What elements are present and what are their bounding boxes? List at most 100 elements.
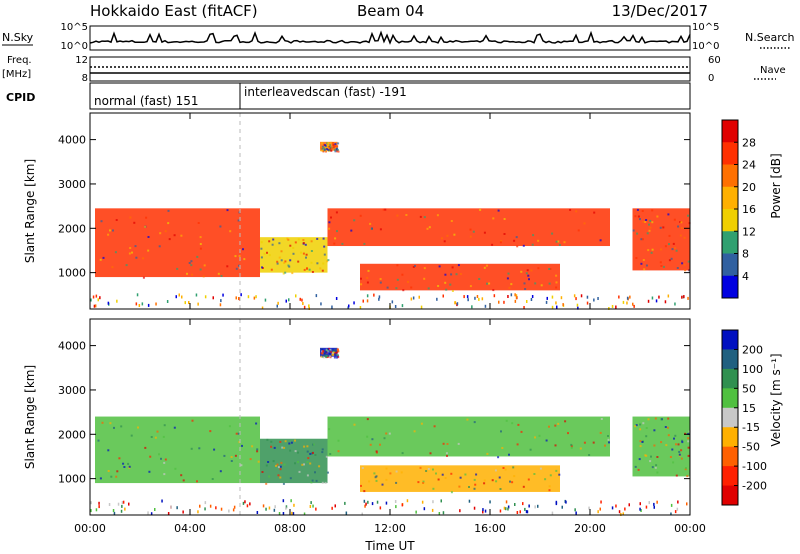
power-colorbar-label-1: 24 bbox=[742, 159, 756, 172]
nave-label: Nave bbox=[760, 65, 786, 76]
power-colorbar-label-6: 4 bbox=[742, 270, 749, 283]
power-echo-region-4 bbox=[360, 263, 560, 292]
freq-strip: 12 8 60 0 Freq. [MHz] Nave bbox=[2, 55, 786, 84]
velocity-colorbar-segment-6 bbox=[722, 427, 738, 448]
x-axis-label: Time UT bbox=[364, 539, 415, 553]
nsky-strip: 10^5 10^0 10^5 10^0 N.Sky N.Search bbox=[2, 22, 795, 52]
power-colorbar-label-0: 28 bbox=[742, 136, 756, 149]
x-tick-label-6: 00:00 bbox=[674, 522, 706, 535]
power-colorbar-label-2: 20 bbox=[742, 181, 756, 194]
power-colorbar-segment-8 bbox=[722, 275, 738, 299]
velocity-y-tick-label-2000: 2000 bbox=[58, 428, 86, 441]
freq-unit-label: [MHz] bbox=[2, 69, 31, 80]
power-colorbar-label-4: 12 bbox=[742, 225, 756, 238]
x-tick-label-4: 16:00 bbox=[474, 522, 506, 535]
velocity-echo-region-4 bbox=[360, 465, 561, 494]
power-y-axis: 1000 2000 3000 4000 bbox=[58, 134, 690, 280]
velocity-echo-layer bbox=[90, 347, 691, 516]
velocity-y-tick-label-4000: 4000 bbox=[58, 340, 86, 353]
velocity-x-axis: 00:00 04:00 08:00 12:00 16:00 20:00 00:00 bbox=[74, 319, 706, 535]
power-y-tick-label-1000: 1000 bbox=[58, 267, 86, 280]
power-echo-region-1 bbox=[95, 208, 260, 279]
velocity-colorbar-label-7: -200 bbox=[742, 480, 767, 493]
cpid-strip: CPID normal (fast) 151 interleavedscan (… bbox=[6, 82, 691, 110]
power-panel: 1000 2000 3000 4000 Slant Range [km] 28 24 20… bbox=[23, 112, 783, 310]
power-y-tick-label-4000: 4000 bbox=[58, 134, 86, 147]
velocity-colorbar-segment-8 bbox=[722, 466, 738, 487]
freq-frame bbox=[89, 56, 691, 82]
velocity-y-tick-label-3000: 3000 bbox=[58, 384, 86, 397]
velocity-colorbar-label-2: 50 bbox=[742, 382, 756, 395]
power-echo-region-6 bbox=[632, 208, 691, 272]
velocity-panel: 1000 2000 3000 4000 00:00 04:00 08:00 12:00 16:… bbox=[23, 318, 783, 553]
velocity-echo-region-3 bbox=[327, 416, 610, 459]
velocity-colorbar-segment-4 bbox=[722, 388, 738, 409]
date-label: 13/Dec/2017 bbox=[612, 2, 708, 20]
nave-tick-bottom: 0 bbox=[708, 73, 714, 84]
power-colorbar-segment-3 bbox=[722, 164, 738, 188]
velocity-near-range-scatter bbox=[90, 499, 688, 516]
power-echo-region-2 bbox=[260, 237, 330, 275]
x-tick-label-5: 20:00 bbox=[574, 522, 606, 535]
x-tick-label-1: 04:00 bbox=[174, 522, 206, 535]
cpid-frame bbox=[89, 82, 691, 110]
velocity-y-label: Slant Range [km] bbox=[23, 365, 37, 469]
velocity-colorbar-label-5: -50 bbox=[742, 441, 760, 454]
power-colorbar-segment-4 bbox=[722, 186, 738, 210]
power-colorbar-segment-2 bbox=[722, 142, 738, 165]
nsearch-tick-top: 10^5 bbox=[692, 22, 719, 33]
power-echo-region-3 bbox=[327, 208, 610, 248]
velocity-colorbar-segment-5 bbox=[722, 407, 738, 428]
velocity-colorbar-segment-7 bbox=[722, 446, 738, 467]
x-tick-label-0: 00:00 bbox=[74, 522, 106, 535]
velocity-echo-region-5 bbox=[320, 347, 340, 359]
cpid-segment-1: normal (fast) 151 bbox=[94, 94, 198, 108]
nave-tick-top: 60 bbox=[708, 55, 721, 66]
velocity-echo-region-2 bbox=[260, 438, 329, 485]
power-y-tick-label-2000: 2000 bbox=[58, 222, 86, 235]
velocity-colorbar-label-4: -15 bbox=[742, 421, 760, 434]
freq-label: Freq. bbox=[7, 55, 32, 66]
power-colorbar-segment-6 bbox=[722, 231, 738, 254]
x-tick-label-2: 08:00 bbox=[274, 522, 306, 535]
freq-tick-bottom: 8 bbox=[82, 73, 88, 84]
nsky-trace bbox=[89, 30, 691, 45]
power-colorbar-label-5: 8 bbox=[742, 248, 749, 261]
velocity-colorbar: 200 100 50 15 -15 -50 -100 -200 bbox=[721, 329, 767, 506]
power-y-tick-label-3000: 3000 bbox=[58, 178, 86, 191]
power-echo-layer bbox=[90, 141, 691, 310]
velocity-colorbar-frame bbox=[721, 329, 739, 506]
velocity-echo-region-6 bbox=[632, 416, 691, 478]
power-colorbar-segment-7 bbox=[722, 253, 738, 277]
velocity-colorbar-label-1: 100 bbox=[742, 363, 763, 376]
x-tick-label-3: 12:00 bbox=[374, 522, 406, 535]
power-colorbar-label-3: 16 bbox=[742, 203, 756, 216]
cpid-segment-2: interleavedscan (fast) -191 bbox=[244, 85, 407, 99]
velocity-colorbar-label-0: 200 bbox=[742, 343, 763, 356]
velocity-colorbar-label-6: -100 bbox=[742, 460, 767, 473]
beam-label: Beam 04 bbox=[357, 2, 424, 20]
power-colorbar: 28 24 20 16 12 8 4 bbox=[721, 119, 756, 299]
station-title: Hokkaido East (fitACF) bbox=[90, 2, 258, 20]
power-x-ticks bbox=[89, 113, 691, 309]
velocity-echo-region-1 bbox=[95, 416, 260, 484]
velocity-y-tick-label-1000: 1000 bbox=[58, 473, 86, 486]
velocity-colorbar-segment-9 bbox=[722, 485, 738, 506]
cpid-label: CPID bbox=[6, 91, 35, 104]
power-colorbar-segment-5 bbox=[722, 209, 738, 232]
power-colorbar-segment-1 bbox=[722, 120, 738, 143]
nsky-tick-top: 10^5 bbox=[61, 22, 88, 33]
nsky-frame bbox=[89, 25, 691, 51]
nsearch-label: N.Search bbox=[745, 31, 795, 44]
nsearch-tick-bottom: 10^0 bbox=[692, 41, 719, 52]
velocity-colorbar-segment-1 bbox=[722, 330, 738, 350]
velocity-colorbar-segment-3 bbox=[722, 368, 738, 389]
nsky-tick-bottom: 10^0 bbox=[61, 41, 88, 52]
velocity-colorbar-segment-2 bbox=[722, 349, 738, 370]
nsky-label: N.Sky bbox=[2, 31, 34, 44]
freq-tick-top: 12 bbox=[75, 55, 88, 66]
power-y-label: Slant Range [km] bbox=[23, 159, 37, 263]
velocity-y-axis: 1000 2000 3000 4000 bbox=[58, 340, 690, 486]
power-echo-region-5 bbox=[320, 141, 340, 153]
